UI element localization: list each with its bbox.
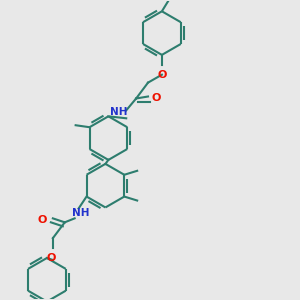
Text: O: O	[152, 94, 161, 103]
Text: O: O	[46, 253, 56, 263]
Text: NH: NH	[72, 208, 89, 218]
Text: NH: NH	[110, 107, 127, 117]
Text: O: O	[38, 215, 47, 225]
Text: O: O	[157, 70, 167, 80]
